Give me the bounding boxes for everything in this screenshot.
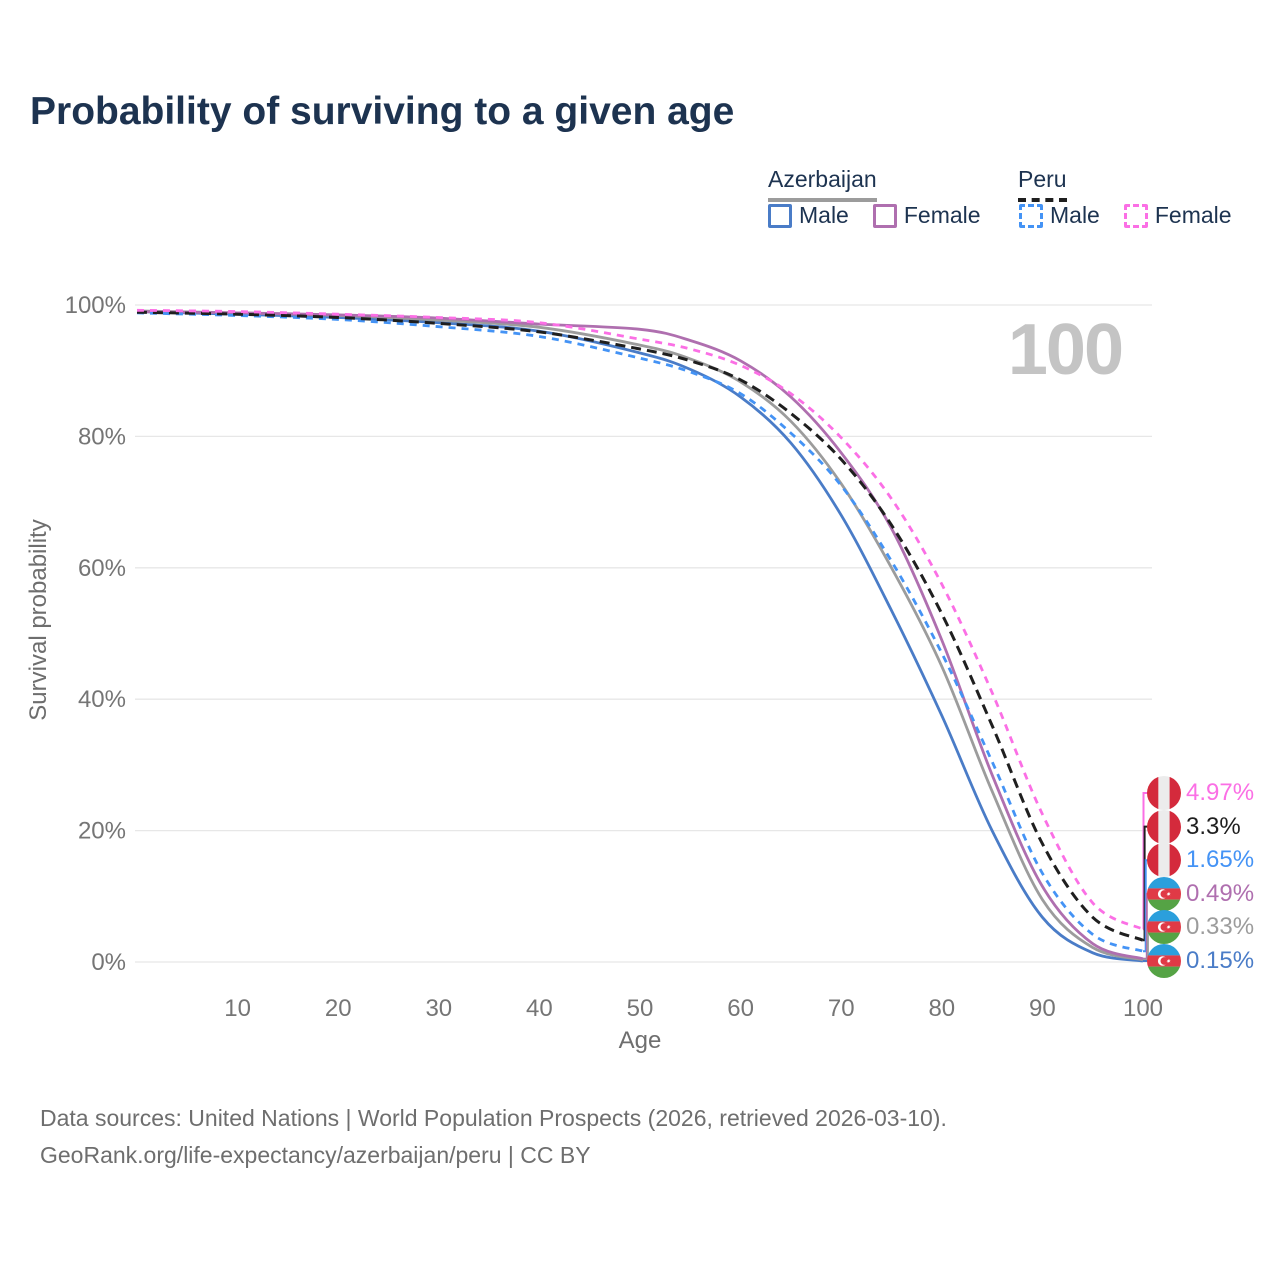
end-label-azerbaijan-female: 0.49% xyxy=(1147,876,1255,911)
azerbaijan-flag-icon xyxy=(1147,944,1181,978)
legend-item-azerbaijan-male[interactable]: Male xyxy=(768,202,849,229)
y-tick-100%: 100% xyxy=(65,292,126,319)
legend-items-azerbaijan: Male Female xyxy=(768,202,981,229)
curve-peru-male xyxy=(136,311,1144,953)
x-tick-30: 30 xyxy=(425,995,452,1022)
azerbaijan-flag-icon xyxy=(1147,910,1181,945)
y-tick-20%: 20% xyxy=(78,818,126,845)
legend-items-peru: Male Female xyxy=(1019,202,1232,229)
end-label-value: 4.97% xyxy=(1186,779,1255,806)
footer: Data sources: United Nations | World Pop… xyxy=(40,1100,947,1174)
x-tick-90: 90 xyxy=(1029,995,1056,1022)
footer-attribution: GeoRank.org/life-expectancy/azerbaijan/p… xyxy=(40,1142,591,1168)
x-axis-title: Age xyxy=(619,1027,662,1054)
end-label-peru-male: 1.65% xyxy=(1147,843,1255,878)
end-label-peru-total: 3.3% xyxy=(1147,809,1241,844)
end-label-azerbaijan-male: 0.15% xyxy=(1147,944,1254,978)
gridlines xyxy=(135,304,1152,963)
x-tick-10: 10 xyxy=(224,995,251,1022)
y-axis-ticks: 0% 20% 40% 60% 80% 100% xyxy=(65,292,126,976)
legend-item-azerbaijan-female[interactable]: Female xyxy=(872,202,981,229)
end-label-value: 0.49% xyxy=(1186,879,1255,907)
legend-swatch-peru-female xyxy=(1123,203,1148,228)
footer-data-sources: Data sources: United Nations | World Pop… xyxy=(40,1105,947,1131)
y-axis-title: Survival probability xyxy=(25,519,52,720)
azerbaijan-flag-icon xyxy=(1147,876,1181,911)
x-tick-40: 40 xyxy=(526,995,553,1022)
end-label-value: 0.33% xyxy=(1186,913,1255,941)
y-tick-60%: 60% xyxy=(78,555,126,582)
curve-peru-female xyxy=(136,308,1144,931)
y-tick-80%: 80% xyxy=(78,423,126,450)
end-label-value: 0.15% xyxy=(1186,947,1255,974)
legend-group-peru-label[interactable]: Peru xyxy=(1018,166,1067,202)
legend-label-peru-female: Female xyxy=(1154,202,1232,228)
page-title: Probability of surviving to a given age xyxy=(30,90,735,133)
curve-peru-total xyxy=(136,310,1144,942)
legend-item-peru-female[interactable]: Female xyxy=(1123,202,1232,229)
curve-azerbaijan-female xyxy=(136,310,1144,961)
legend: Azerbaijan Peru Male Female Male Female xyxy=(0,0,1280,250)
x-tick-100: 100 xyxy=(1123,995,1163,1022)
curves xyxy=(136,308,1144,963)
y-tick-0%: 0% xyxy=(91,949,126,976)
legend-label-azerbaijan-female: Female xyxy=(903,202,981,228)
end-label-value: 3.3% xyxy=(1186,812,1241,840)
peru-flag-icon xyxy=(1147,776,1181,810)
legend-item-peru-male[interactable]: Male xyxy=(1019,202,1100,229)
watermark-age-100: 100 xyxy=(1008,310,1122,390)
x-tick-60: 60 xyxy=(727,995,754,1022)
legend-label-azerbaijan-male: Male xyxy=(799,202,849,228)
end-label-azerbaijan-total: 0.33% xyxy=(1147,910,1255,945)
x-tick-80: 80 xyxy=(928,995,955,1022)
legend-label-peru-male: Male xyxy=(1050,202,1100,228)
curve-azerbaijan-male xyxy=(136,310,1144,963)
x-tick-50: 50 xyxy=(627,995,654,1022)
legend-group-azerbaijan-label[interactable]: Azerbaijan xyxy=(768,166,877,202)
x-tick-20: 20 xyxy=(325,995,352,1022)
connector-peru-female xyxy=(1142,792,1150,931)
end-label-peru-female: 4.97% xyxy=(1147,776,1254,810)
peru-flag-icon xyxy=(1147,809,1181,844)
legend-swatch-azerbaijan-male xyxy=(768,203,792,228)
end-label-value: 1.65% xyxy=(1186,846,1255,874)
peru-flag-icon xyxy=(1147,843,1181,878)
legend-swatch-azerbaijan-female xyxy=(872,203,897,228)
x-axis-ticks: 10 20 30 40 50 60 70 80 90 100 xyxy=(224,995,1163,1022)
legend-swatch-peru-male xyxy=(1019,203,1043,228)
curve-azerbaijan-total xyxy=(136,309,1144,962)
y-tick-40%: 40% xyxy=(78,686,126,713)
x-tick-70: 70 xyxy=(828,995,855,1022)
